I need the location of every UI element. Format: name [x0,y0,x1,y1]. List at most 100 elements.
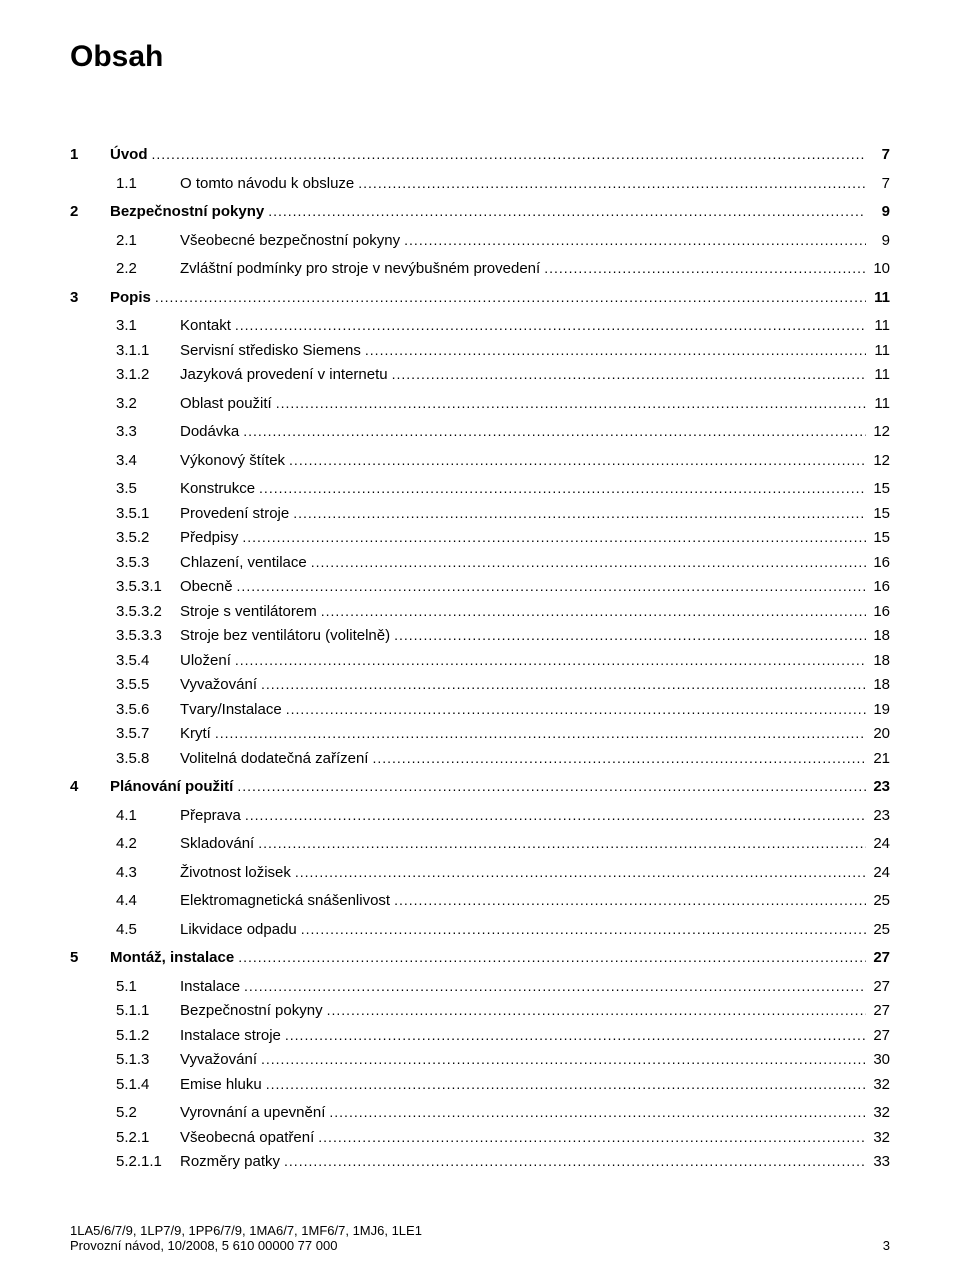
toc-leader-dots [361,340,866,363]
toc-leader-dots [233,776,866,799]
toc-entry-label: Chlazení, ventilace [180,552,307,575]
toc-entry-label: Instalace [180,976,240,999]
toc-entry: 3.5.3.2Stroje s ventilátorem16 [70,601,890,624]
toc-entry-page: 23 [866,776,890,799]
toc-entry-label: Popis [110,287,151,310]
toc-entry: 3.5.4Uložení18 [70,650,890,673]
footer-line-1: 1LA5/6/7/9, 1LP7/9, 1PP6/7/9, 1MA6/7, 1M… [70,1223,890,1238]
toc-leader-dots [234,947,866,970]
toc-entry-page: 9 [866,230,890,253]
toc-entry: 4.2Skladování24 [70,833,890,856]
toc-entry-label: Krytí [180,723,211,746]
toc-entry: 3.5.2Předpisy15 [70,527,890,550]
toc-entry: 5.1Instalace27 [70,976,890,999]
toc-entry-number: 3.5.3.1 [70,576,180,599]
toc-entry-number: 2.2 [70,258,180,281]
toc-leader-dots [262,1074,866,1097]
toc-entry-page: 32 [866,1102,890,1125]
toc-entry-page: 25 [866,919,890,942]
toc-leader-dots [238,527,866,550]
toc-entry: 3.5Konstrukce15 [70,478,890,501]
toc-entry-label: Kontakt [180,315,231,338]
toc-entry-page: 32 [866,1074,890,1097]
toc-entry: 5Montáž, instalace27 [70,947,890,970]
toc-entry-number: 3.5.3.2 [70,601,180,624]
toc-entry: 2.2Zvláštní podmínky pro stroje v nevýbu… [70,258,890,281]
footer-page-number: 3 [883,1238,890,1253]
toc-entry-number: 3.5 [70,478,180,501]
toc-entry: 5.2.1.1Rozměry patky33 [70,1151,890,1174]
toc-entry-number: 3.5.6 [70,699,180,722]
toc-entry-label: Instalace stroje [180,1025,281,1048]
toc-entry-number: 3.5.3 [70,552,180,575]
toc-leader-dots [317,601,866,624]
toc-entry-number: 3.5.8 [70,748,180,771]
toc-entry: 3.5.5Vyvažování18 [70,674,890,697]
toc-entry-label: Stroje bez ventilátoru (volitelně) [180,625,390,648]
toc-entry-label: Tvary/Instalace [180,699,282,722]
toc-leader-dots [540,258,866,281]
toc-entry-number: 5.1.3 [70,1049,180,1072]
toc-leader-dots [280,1151,866,1174]
toc-entry: 2Bezpečnostní pokyny9 [70,201,890,224]
toc-entry: 3.2Oblast použití11 [70,393,890,416]
toc-entry-label: Přeprava [180,805,241,828]
toc-entry-page: 16 [866,576,890,599]
toc-entry-page: 12 [866,450,890,473]
toc-leader-dots [390,890,866,913]
toc-entry-page: 16 [866,552,890,575]
toc-leader-dots [323,1000,866,1023]
toc-entry-label: Uložení [180,650,231,673]
toc-entry: 3.3Dodávka12 [70,421,890,444]
toc-entry-number: 3.1.2 [70,364,180,387]
toc-entry-number: 5.2.1 [70,1127,180,1150]
toc-entry-page: 21 [866,748,890,771]
toc-entry-page: 27 [866,947,890,970]
toc-leader-dots [254,833,866,856]
toc-entry: 3.1Kontakt11 [70,315,890,338]
toc-entry-number: 4.4 [70,890,180,913]
toc-entry-page: 27 [866,1000,890,1023]
toc-entry-page: 7 [866,144,890,167]
toc-entry-page: 27 [866,976,890,999]
toc-leader-dots [264,201,866,224]
toc-leader-dots [314,1127,866,1150]
toc-entry-label: Volitelná dodatečná zařízení [180,748,368,771]
toc-leader-dots [307,552,866,575]
toc-entry: 5.2Vyrovnání a upevnění32 [70,1102,890,1125]
toc-entry-page: 11 [866,315,890,338]
toc-entry-page: 19 [866,699,890,722]
document-page: Obsah 1Úvod71.1O tomto návodu k obsluze7… [0,0,960,1279]
toc-entry-number: 5 [70,947,110,970]
toc-entry: 3.1.2Jazyková provedení v internetu11 [70,364,890,387]
footer-doc-info: Provozní návod, 10/2008, 5 610 00000 77 … [70,1238,337,1253]
toc-entry-page: 18 [866,650,890,673]
toc-leader-dots [255,478,866,501]
toc-entry-number: 3.5.5 [70,674,180,697]
toc-entry-page: 30 [866,1049,890,1072]
toc-entry-number: 3.2 [70,393,180,416]
toc-entry-number: 1 [70,144,110,167]
toc-entry-page: 12 [866,421,890,444]
toc-leader-dots [272,393,866,416]
toc-leader-dots [282,699,866,722]
toc-entry-number: 3.5.3.3 [70,625,180,648]
toc-entry-label: Rozměry patky [180,1151,280,1174]
toc-entry: 3.5.7Krytí20 [70,723,890,746]
toc-entry-number: 3.5.1 [70,503,180,526]
toc-entry-number: 4.2 [70,833,180,856]
toc-entry: 3.5.6Tvary/Instalace 19 [70,699,890,722]
toc-entry-label: Oblast použití [180,393,272,416]
toc-entry-label: Servisní středisko Siemens [180,340,361,363]
toc-entry-number: 5.1.4 [70,1074,180,1097]
toc-entry-page: 15 [866,503,890,526]
toc-entry-number: 3.4 [70,450,180,473]
page-title: Obsah [70,40,890,74]
footer-line-2: Provozní návod, 10/2008, 5 610 00000 77 … [70,1238,890,1253]
toc-entry-number: 5.2 [70,1102,180,1125]
toc-entry-number: 2 [70,201,110,224]
toc-leader-dots [151,287,866,310]
toc-entry-label: Vyvažování [180,674,257,697]
toc-entry-label: Jazyková provedení v internetu [180,364,388,387]
toc-leader-dots [240,976,866,999]
